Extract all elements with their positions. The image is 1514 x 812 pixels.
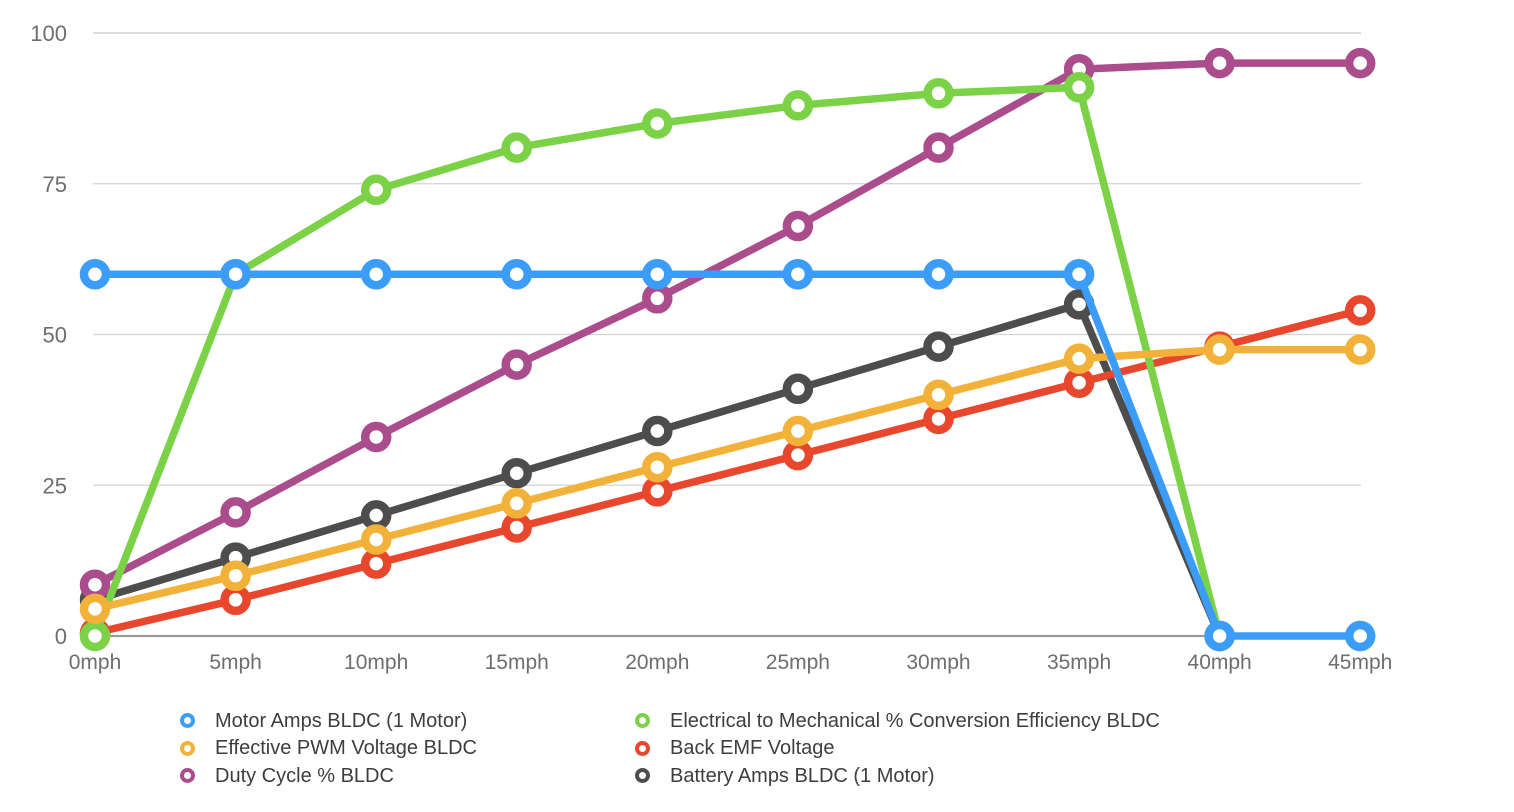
legend-label: Back EMF Voltage	[670, 737, 835, 760]
data-point-marker	[501, 258, 532, 290]
y-tick-50: 50	[43, 323, 67, 348]
data-point-marker	[642, 108, 673, 139]
y-tick-75: 75	[43, 172, 67, 197]
data-point-marker	[501, 512, 532, 543]
x-tick-20mph: 20mph	[625, 651, 689, 674]
legend-marker-icon	[635, 713, 650, 729]
data-point-marker	[220, 497, 251, 528]
data-series-layer	[79, 47, 1376, 652]
legend-item: Battery Amps BLDC (1 Motor)	[635, 762, 1160, 790]
data-point-marker	[1344, 295, 1376, 326]
data-point-marker	[220, 584, 251, 616]
x-tick-5mph: 5mph	[209, 651, 262, 674]
data-point-marker	[923, 132, 954, 163]
data-point-marker	[79, 258, 111, 290]
data-point-marker	[923, 78, 954, 109]
data-point-marker	[1344, 334, 1376, 365]
x-tick-0mph: 0mph	[69, 651, 122, 674]
data-point-marker	[1204, 620, 1235, 652]
data-point-marker	[1204, 47, 1235, 79]
legend-marker-icon	[635, 768, 650, 784]
data-point-marker	[1063, 343, 1095, 374]
x-tick-30mph: 30mph	[906, 651, 970, 674]
x-tick-10mph: 10mph	[344, 651, 408, 674]
data-point-marker	[220, 258, 251, 290]
data-point-marker	[1063, 367, 1095, 398]
legend-item: Effective PWM Voltage BLDC	[180, 735, 477, 763]
legend-column-left: Motor Amps BLDC (1 Motor) Effective PWM V…	[180, 707, 477, 790]
data-point-marker	[782, 90, 814, 121]
data-point-marker	[1344, 620, 1376, 652]
legend-marker-icon	[180, 768, 195, 784]
legend-label: Battery Amps BLDC (1 Motor)	[670, 764, 935, 787]
data-point-marker	[360, 421, 392, 453]
data-point-marker	[642, 451, 673, 483]
gridlines	[86, 32, 1367, 638]
data-point-marker	[923, 379, 954, 411]
data-point-marker	[360, 174, 392, 206]
data-point-marker	[79, 620, 111, 652]
data-point-marker	[1344, 47, 1376, 79]
series-motor-amps-bldc-1-motor	[79, 258, 1376, 652]
x-tick-15mph: 15mph	[485, 651, 549, 674]
x-tick-35mph: 35mph	[1047, 651, 1111, 674]
data-point-marker	[501, 132, 532, 163]
legend-label: Effective PWM Voltage BLDC	[215, 737, 477, 760]
y-tick-100: 100	[30, 21, 67, 46]
legend-marker-icon	[180, 740, 195, 756]
data-point-marker	[642, 415, 673, 447]
data-point-marker	[642, 476, 673, 507]
legend-label: Duty Cycle % BLDC	[215, 764, 394, 787]
y-tick-0: 0	[55, 624, 67, 649]
x-tick-45mph: 45mph	[1328, 651, 1392, 674]
data-point-marker	[782, 258, 814, 290]
data-point-marker	[360, 548, 392, 579]
series-line-electrical-to-mechanical-conversion-efficiency-bldc	[91, 83, 1224, 640]
legend-marker-icon	[180, 713, 195, 729]
data-point-marker	[923, 403, 954, 435]
data-point-marker	[642, 258, 673, 290]
data-point-marker	[1063, 258, 1095, 290]
series-duty-cycle-bldc	[79, 47, 1376, 600]
data-point-marker	[782, 415, 814, 447]
data-point-marker	[501, 488, 532, 519]
data-point-marker	[642, 283, 673, 314]
data-point-marker	[220, 560, 251, 591]
data-point-marker	[923, 258, 954, 290]
series-effective-pwm-voltage-bldc	[79, 334, 1376, 625]
y-tick-25: 25	[43, 473, 67, 498]
data-point-marker	[923, 331, 954, 362]
data-point-marker	[782, 210, 814, 242]
legend-marker-icon	[635, 740, 650, 756]
legend-item: Back EMF Voltage	[635, 735, 1160, 763]
legend-item: Duty Cycle % BLDC	[180, 762, 477, 790]
y-axis-tick-labels: 100 75 50 25 0	[30, 21, 67, 649]
data-point-marker	[79, 593, 111, 625]
series-battery-amps-bldc-1-motor	[79, 289, 1235, 652]
data-point-marker	[1063, 72, 1095, 103]
legend-label: Motor Amps BLDC (1 Motor)	[215, 709, 468, 732]
series-line-duty-cycle-bldc	[91, 59, 1364, 589]
data-point-marker	[501, 457, 532, 489]
x-axis-tick-labels: 0mph 5mph 10mph 15mph 20mph 25mph 30mph 35mph 40…	[69, 651, 1393, 674]
data-point-marker	[360, 500, 392, 531]
legend-item: Electrical to Mechanical % Conversion Ef…	[635, 707, 1160, 735]
data-point-marker	[782, 373, 814, 405]
series-line-effective-pwm-voltage-bldc	[91, 345, 1364, 613]
series-line-motor-amps-bldc-1-motor	[91, 270, 1364, 640]
legend-label: Electrical to Mechanical % Conversion Ef…	[670, 709, 1160, 732]
legend-column-right: Electrical to Mechanical % Conversion Ef…	[635, 707, 1160, 790]
x-tick-25mph: 25mph	[766, 651, 830, 674]
data-point-marker	[1204, 334, 1235, 365]
x-tick-40mph: 40mph	[1188, 651, 1252, 674]
data-point-marker	[79, 569, 111, 600]
data-point-marker	[360, 524, 392, 555]
data-point-marker	[782, 439, 814, 471]
series-line-back-emf-voltage	[91, 306, 1364, 637]
data-point-marker	[501, 349, 532, 380]
legend-item: Motor Amps BLDC (1 Motor)	[180, 707, 477, 735]
data-point-marker	[360, 258, 392, 290]
